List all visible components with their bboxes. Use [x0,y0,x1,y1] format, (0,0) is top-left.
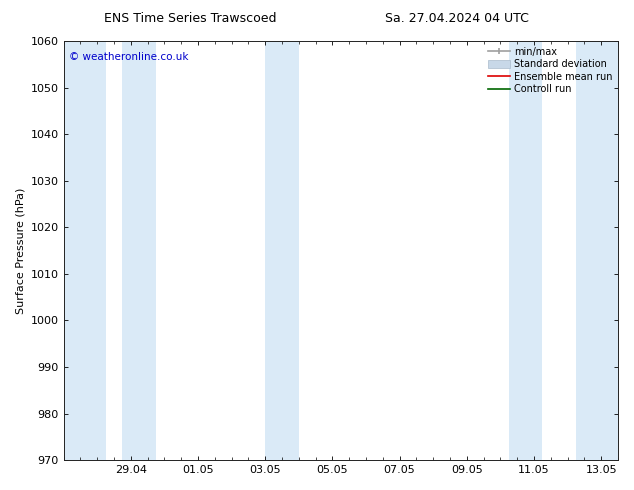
Y-axis label: Surface Pressure (hPa): Surface Pressure (hPa) [15,187,25,314]
Bar [509,41,543,460]
Text: ENS Time Series Trawscoed: ENS Time Series Trawscoed [104,12,276,25]
Bar [63,41,105,460]
Text: © weatheronline.co.uk: © weatheronline.co.uk [69,51,188,62]
Legend: min/max, Standard deviation, Ensemble mean run, Controll run: min/max, Standard deviation, Ensemble me… [486,44,615,97]
Bar [265,41,299,460]
Bar [576,41,618,460]
Bar [122,41,156,460]
Text: Sa. 27.04.2024 04 UTC: Sa. 27.04.2024 04 UTC [385,12,528,25]
